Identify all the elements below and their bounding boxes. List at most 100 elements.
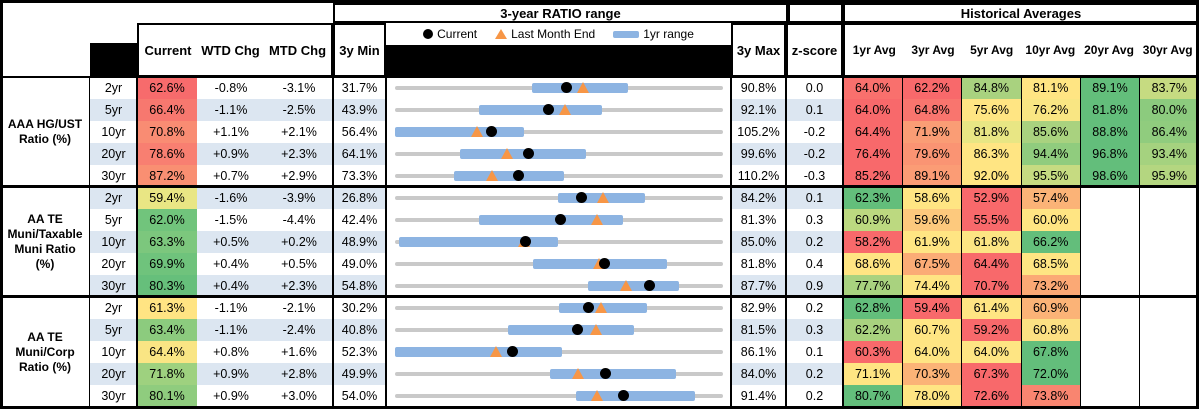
current-dot-icon <box>523 148 535 159</box>
column-header-current: Current <box>144 42 192 58</box>
max-cell: 91.4% <box>740 389 777 403</box>
avg-cell: 84.8% <box>961 77 1021 99</box>
avg-cell: 81.1% <box>1021 77 1081 99</box>
header-spacer <box>788 3 843 23</box>
tenor-cell: 30yr <box>101 279 126 293</box>
range-chart <box>386 341 731 363</box>
avg-cell: 73.2% <box>1021 275 1081 297</box>
avg-cell: 92.0% <box>961 165 1021 187</box>
row-band <box>197 143 386 165</box>
max-cell: 99.6% <box>740 147 777 161</box>
last-month-triangle-icon <box>591 390 604 401</box>
avg-cell: 67.8% <box>1021 341 1081 363</box>
row-band <box>197 99 386 121</box>
avg-cell: 55.5% <box>961 209 1021 231</box>
row-band <box>731 99 843 121</box>
grid-line-vertical <box>1080 77 1081 407</box>
wtd-chg-cell: -1.5% <box>214 213 248 227</box>
grid-line-vertical <box>730 77 732 407</box>
current-dot-icon <box>571 324 583 335</box>
current-cell: 78.6% <box>137 143 197 165</box>
range-bar-1yr <box>575 391 695 401</box>
wtd-chg-cell: +0.9% <box>213 147 249 161</box>
avg-cell: 64.0% <box>843 99 903 121</box>
column-header-zscore: z-score <box>786 23 843 77</box>
avg-cell: 68.6% <box>843 253 903 275</box>
avg-cell: 52.9% <box>961 187 1021 209</box>
min-cell: 54.8% <box>341 279 378 293</box>
avg-cell: 60.9% <box>1021 297 1081 319</box>
current-cell: 63.3% <box>137 231 197 253</box>
last-month-triangle-icon <box>597 192 610 203</box>
min-cell: 73.3% <box>341 169 378 183</box>
range-bar-1yr <box>507 325 634 335</box>
avg-cell: 79.6% <box>902 143 962 165</box>
zscore-cell: 0.1 <box>805 191 824 205</box>
legend-1yr-range-bar-icon <box>613 30 640 38</box>
range-chart <box>386 187 731 209</box>
tenor-cell: 20yr <box>101 367 126 381</box>
current-dot-icon <box>506 346 518 357</box>
current-dot-icon <box>554 214 566 225</box>
range-bar-1yr <box>398 237 558 247</box>
tenor-cell: 5yr <box>104 103 123 117</box>
range-chart <box>386 363 731 385</box>
max-cell: 85.0% <box>740 235 777 249</box>
legend-label-last-month: Last Month End <box>511 27 596 41</box>
current-dot-icon <box>486 126 498 137</box>
avg-cell: 70.7% <box>961 275 1021 297</box>
row-band <box>90 187 137 209</box>
change-columns-header: Current WTD Chg MTD Chg <box>137 23 333 77</box>
avg-cell: 98.6% <box>1080 165 1140 187</box>
avg-cell: 80.7% <box>843 385 903 407</box>
mtd-chg-cell: +0.2% <box>281 235 317 249</box>
avg-cell: 77.7% <box>843 275 903 297</box>
avg-cell: 72.0% <box>1021 363 1081 385</box>
row-band <box>197 231 386 253</box>
grid-line-vertical <box>961 77 962 407</box>
column-header-3yr-avg: 3yr Avg <box>911 43 955 57</box>
row-band <box>731 187 843 209</box>
avg-cell: 61.4% <box>961 297 1021 319</box>
max-cell: 90.8% <box>740 81 777 95</box>
current-dot-icon <box>575 192 587 203</box>
avg-columns-header: 1yr Avg 3yr Avg 5yr Avg 10yr Avg 20yr Av… <box>843 23 1199 77</box>
legend-current-dot-icon <box>423 29 434 39</box>
current-dot-icon <box>513 170 525 181</box>
mtd-chg-cell: +2.8% <box>281 367 317 381</box>
last-month-triangle-icon <box>577 82 590 93</box>
avg-cell: 71.9% <box>902 121 962 143</box>
row-band <box>90 319 137 341</box>
column-header-20yr-avg: 20yr Avg <box>1084 43 1134 57</box>
avg-cell: 68.5% <box>1021 253 1081 275</box>
mtd-chg-cell: -3.1% <box>282 81 316 95</box>
avg-cell: 58.2% <box>843 231 903 253</box>
avg-cell: 64.4% <box>961 253 1021 275</box>
min-cell: 56.4% <box>341 125 378 139</box>
current-cell: 62.0% <box>137 209 197 231</box>
wtd-chg-cell: +1.1% <box>213 125 249 139</box>
range-line <box>395 284 723 288</box>
range-chart <box>386 143 731 165</box>
current-cell: 59.4% <box>137 187 197 209</box>
avg-cell: 60.0% <box>1021 209 1081 231</box>
column-header-mtd-chg: MTD Chg <box>268 42 327 58</box>
mtd-chg-cell: +2.9% <box>281 169 317 183</box>
avg-cell: 72.6% <box>961 385 1021 407</box>
current-dot-icon <box>600 368 612 379</box>
current-dot-icon <box>598 258 610 269</box>
group-label: AA TE Muni/Taxable Muni Ratio (%) <box>7 212 83 271</box>
avg-cell: 62.8% <box>843 297 903 319</box>
row-band <box>90 275 137 297</box>
grid-line-horizontal <box>0 185 1199 188</box>
tenor-cell: 10yr <box>101 125 126 139</box>
current-cell: 62.6% <box>137 77 197 99</box>
range-chart <box>386 275 731 297</box>
zscore-cell: 0.2 <box>805 301 824 315</box>
wtd-chg-cell: +0.4% <box>213 279 249 293</box>
chart-legend: Current Last Month End 1yr range <box>386 23 731 45</box>
zscore-cell: -0.2 <box>803 147 826 161</box>
mtd-chg-cell: -2.5% <box>282 103 316 117</box>
zscore-cell: 0.3 <box>805 323 824 337</box>
